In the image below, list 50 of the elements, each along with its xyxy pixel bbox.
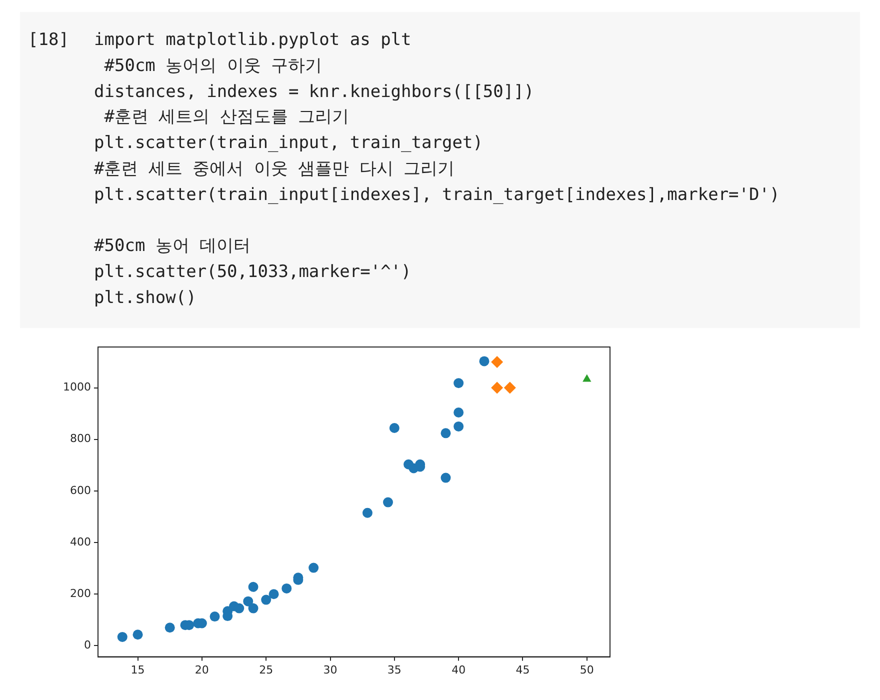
y-tick-label: 0 — [84, 638, 91, 652]
point — [491, 382, 504, 394]
point — [491, 356, 504, 368]
text: plt.scatter(train_input[indexes], train_target[indexes],marker='D') — [94, 184, 781, 207]
point — [362, 508, 372, 518]
point — [164, 622, 175, 633]
x-tick-label: 50 — [580, 663, 594, 676]
point — [440, 472, 451, 483]
point — [454, 421, 464, 432]
point — [454, 378, 464, 388]
text: #훈련 세트 중에서 이웃 샘플만 다시 그리기 — [94, 158, 456, 181]
point — [248, 603, 258, 614]
point — [440, 428, 451, 438]
point — [210, 612, 220, 622]
point — [248, 582, 258, 592]
point — [308, 562, 319, 573]
text: #50cm 농어의 이웃 구하기 — [103, 54, 324, 78]
text: import matplotlib.pyplot as plt — [94, 29, 412, 52]
x-tick-label: 40 — [452, 663, 466, 676]
x-tick-label: 30 — [323, 663, 338, 676]
point — [479, 356, 490, 366]
point — [383, 497, 394, 508]
y-tick-label: 600 — [70, 484, 91, 497]
text: #50cm 농어 데이터 — [94, 235, 252, 258]
text: plt.scatter(50,1033,marker='^') — [94, 261, 412, 284]
point — [268, 589, 279, 600]
y-tick-label: 200 — [70, 586, 91, 600]
point — [234, 603, 244, 614]
text: [18] — [28, 29, 69, 52]
y-tick-label: 400 — [70, 535, 91, 548]
x-tick-label: 35 — [387, 663, 402, 676]
point — [282, 583, 292, 594]
point — [261, 594, 272, 605]
text: distances, indexes = knr.kneighbors([[50]]) — [94, 80, 536, 104]
point — [389, 422, 400, 433]
point — [504, 382, 516, 394]
x-tick-label: 15 — [130, 663, 145, 676]
point — [582, 374, 592, 382]
x-tick-label: 20 — [194, 663, 209, 676]
point — [243, 596, 254, 606]
point — [117, 632, 128, 642]
y-tick-label: 1000 — [62, 380, 91, 394]
point — [454, 408, 464, 418]
y-tick-label: 800 — [70, 432, 91, 446]
x-tick-label: 25 — [259, 663, 274, 676]
point — [132, 630, 143, 640]
text: plt.show() — [94, 286, 198, 310]
text: #훈련 세트의 산점도를 그리기 — [103, 106, 350, 130]
x-tick-label: 45 — [516, 663, 530, 676]
text: plt.scatter(train_input, train_target) — [94, 132, 484, 156]
